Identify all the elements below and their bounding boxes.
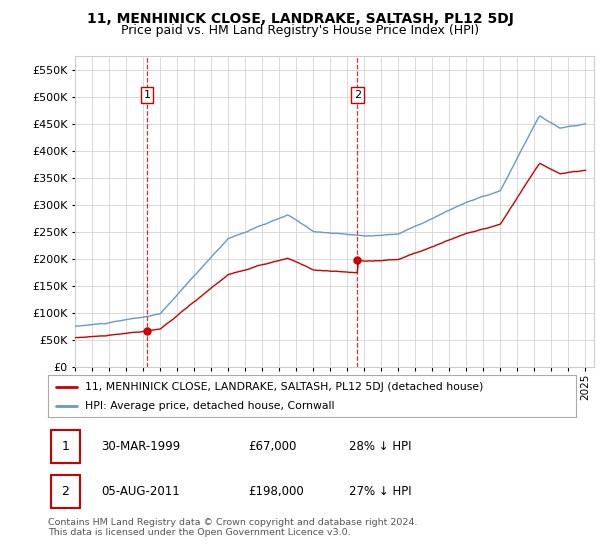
Text: 05-AUG-2011: 05-AUG-2011 xyxy=(101,485,179,498)
Text: HPI: Average price, detached house, Cornwall: HPI: Average price, detached house, Corn… xyxy=(85,401,334,411)
Text: 11, MENHINICK CLOSE, LANDRAKE, SALTASH, PL12 5DJ: 11, MENHINICK CLOSE, LANDRAKE, SALTASH, … xyxy=(86,12,514,26)
Text: 1: 1 xyxy=(61,440,69,453)
Text: £198,000: £198,000 xyxy=(248,485,304,498)
Text: £67,000: £67,000 xyxy=(248,440,297,453)
Text: Contains HM Land Registry data © Crown copyright and database right 2024.
This d: Contains HM Land Registry data © Crown c… xyxy=(48,518,418,538)
Text: 2: 2 xyxy=(354,90,361,100)
Text: 11, MENHINICK CLOSE, LANDRAKE, SALTASH, PL12 5DJ (detached house): 11, MENHINICK CLOSE, LANDRAKE, SALTASH, … xyxy=(85,381,484,391)
Text: 2: 2 xyxy=(61,485,69,498)
Text: 30-MAR-1999: 30-MAR-1999 xyxy=(101,440,180,453)
FancyBboxPatch shape xyxy=(50,430,80,464)
Text: 1: 1 xyxy=(143,90,151,100)
Text: 27% ↓ HPI: 27% ↓ HPI xyxy=(349,485,412,498)
Text: Price paid vs. HM Land Registry's House Price Index (HPI): Price paid vs. HM Land Registry's House … xyxy=(121,24,479,36)
Text: 28% ↓ HPI: 28% ↓ HPI xyxy=(349,440,412,453)
FancyBboxPatch shape xyxy=(50,475,80,508)
